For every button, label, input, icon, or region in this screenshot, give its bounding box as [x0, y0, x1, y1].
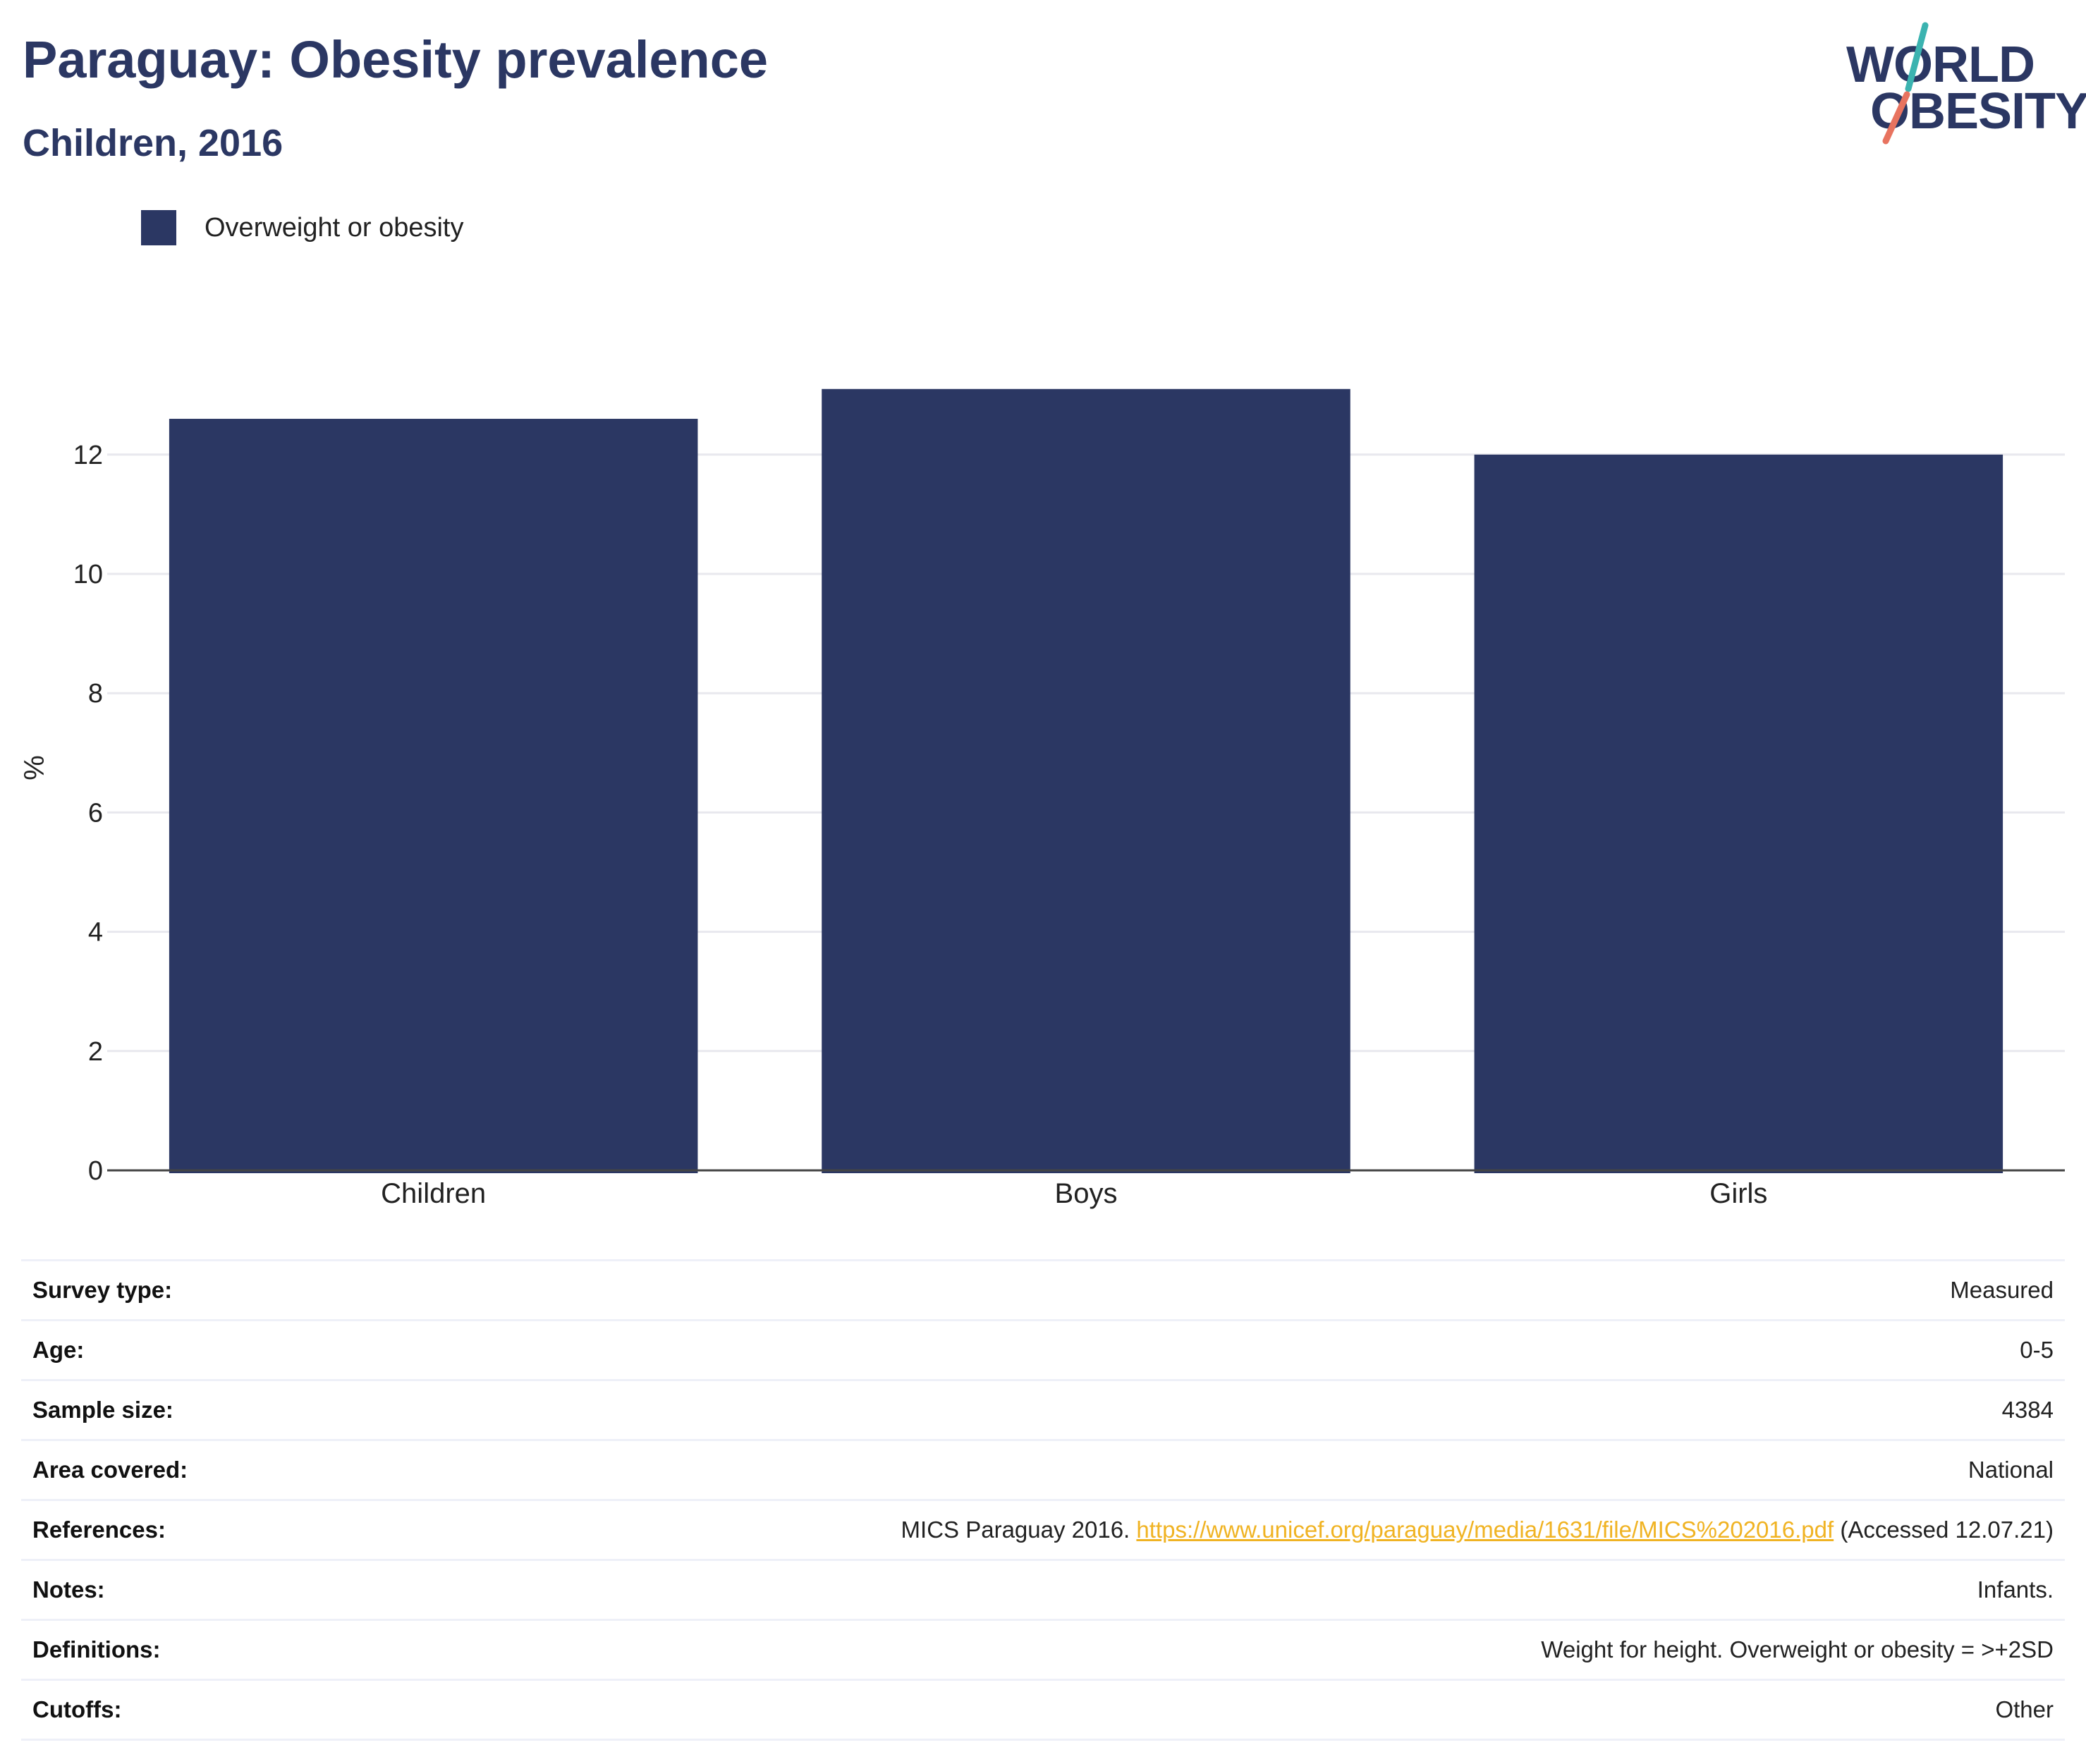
legend-swatch [141, 210, 176, 245]
info-row-definitions: Definitions: Weight for height. Overweig… [21, 1619, 2065, 1679]
bar-children[interactable] [169, 419, 698, 1173]
info-row-sample-size: Sample size: 4384 [21, 1379, 2065, 1439]
legend-label: Overweight or obesity [205, 213, 464, 243]
chart-title: Paraguay: Obesity prevalence [23, 30, 769, 89]
info-row-references: References: MICS Paraguay 2016. https://… [21, 1499, 2065, 1559]
info-label: Notes: [32, 1576, 105, 1603]
info-label: Age: [32, 1337, 85, 1363]
y-tick-label: 10 [73, 560, 103, 589]
info-value: Other [1995, 1696, 2054, 1722]
info-row-cutoffs: Cutoffs: Other [21, 1679, 2065, 1741]
x-category-label: Boys [1055, 1178, 1118, 1209]
y-tick-label: 12 [73, 441, 103, 470]
info-value: Measured [1950, 1277, 2054, 1303]
y-axis-title: % [19, 755, 50, 780]
bar-chart: 0 2 4 6 8 10 12 Children Boys Girls % [19, 388, 2065, 1209]
info-row-notes: Notes: Infants. [21, 1559, 2065, 1619]
x-category-label: Girls [1709, 1178, 1767, 1209]
info-value: MICS Paraguay 2016. https://www.unicef.o… [901, 1501, 2054, 1559]
reference-accessed: (Accessed 12.07.21) [1840, 1517, 2054, 1543]
reference-text: MICS Paraguay 2016. [901, 1517, 1130, 1543]
info-value: Infants. [1977, 1576, 2054, 1603]
bars [169, 388, 2003, 1173]
y-tick-label: 2 [88, 1037, 103, 1067]
info-label: Cutoffs: [32, 1696, 122, 1722]
info-label: Sample size: [32, 1397, 173, 1423]
info-label: References: [32, 1517, 166, 1543]
y-tick-labels: 0 2 4 6 8 10 12 [73, 441, 103, 1186]
reference-link[interactable]: https://www.unicef.org/paraguay/media/16… [1136, 1517, 1834, 1543]
y-tick-label: 4 [88, 918, 103, 948]
chart-subtitle: Children, 2016 [23, 122, 283, 164]
info-row-age: Age: 0-5 [21, 1319, 2065, 1379]
info-value: Weight for height. Overweight or obesity… [1541, 1636, 2054, 1662]
x-category-labels: Children Boys Girls [381, 1178, 1767, 1209]
y-tick-label: 8 [88, 679, 103, 709]
x-category-label: Children [381, 1178, 486, 1209]
info-value: National [1968, 1457, 2054, 1483]
info-label: Definitions: [32, 1636, 161, 1662]
info-value: 4384 [2001, 1397, 2054, 1423]
info-label: Survey type: [32, 1277, 173, 1303]
y-tick-label: 0 [88, 1156, 103, 1186]
info-row-survey-type: Survey type: Measured [21, 1259, 2065, 1319]
info-value: 0-5 [2020, 1337, 2054, 1363]
bar-boys[interactable] [822, 388, 1350, 1173]
y-tick-label: 6 [88, 798, 103, 828]
world-obesity-logo: WORLD OBESITY [1834, 20, 2086, 154]
bar-girls[interactable] [1474, 454, 2003, 1173]
info-label: Area covered: [32, 1457, 188, 1483]
logo-line-1: WORLD [1846, 37, 2035, 93]
logo-slash-icon [1882, 22, 1929, 145]
info-row-area-covered: Area covered: National [21, 1439, 2065, 1499]
survey-info-table: Survey type: Measured Age: 0-5 Sample si… [21, 1259, 2065, 1741]
